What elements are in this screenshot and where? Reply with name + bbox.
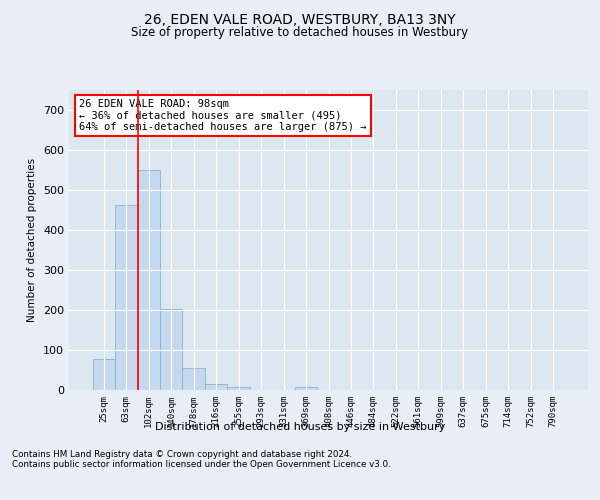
- Bar: [137, 170, 160, 390]
- Text: Contains HM Land Registry data © Crown copyright and database right 2024.
Contai: Contains HM Land Registry data © Crown c…: [12, 450, 391, 469]
- Bar: [115, 205, 137, 390]
- Y-axis label: Number of detached properties: Number of detached properties: [28, 158, 37, 322]
- Text: Size of property relative to detached houses in Westbury: Size of property relative to detached ho…: [131, 26, 469, 39]
- Text: 26, EDEN VALE ROAD, WESTBURY, BA13 3NY: 26, EDEN VALE ROAD, WESTBURY, BA13 3NY: [144, 12, 456, 26]
- Bar: [92, 359, 115, 390]
- Text: 26 EDEN VALE ROAD: 98sqm
← 36% of detached houses are smaller (495)
64% of semi-: 26 EDEN VALE ROAD: 98sqm ← 36% of detach…: [79, 99, 367, 132]
- Bar: [160, 309, 182, 390]
- Bar: [205, 384, 227, 390]
- Bar: [295, 387, 317, 390]
- Text: Distribution of detached houses by size in Westbury: Distribution of detached houses by size …: [155, 422, 445, 432]
- Bar: [182, 368, 205, 390]
- Bar: [227, 387, 250, 390]
